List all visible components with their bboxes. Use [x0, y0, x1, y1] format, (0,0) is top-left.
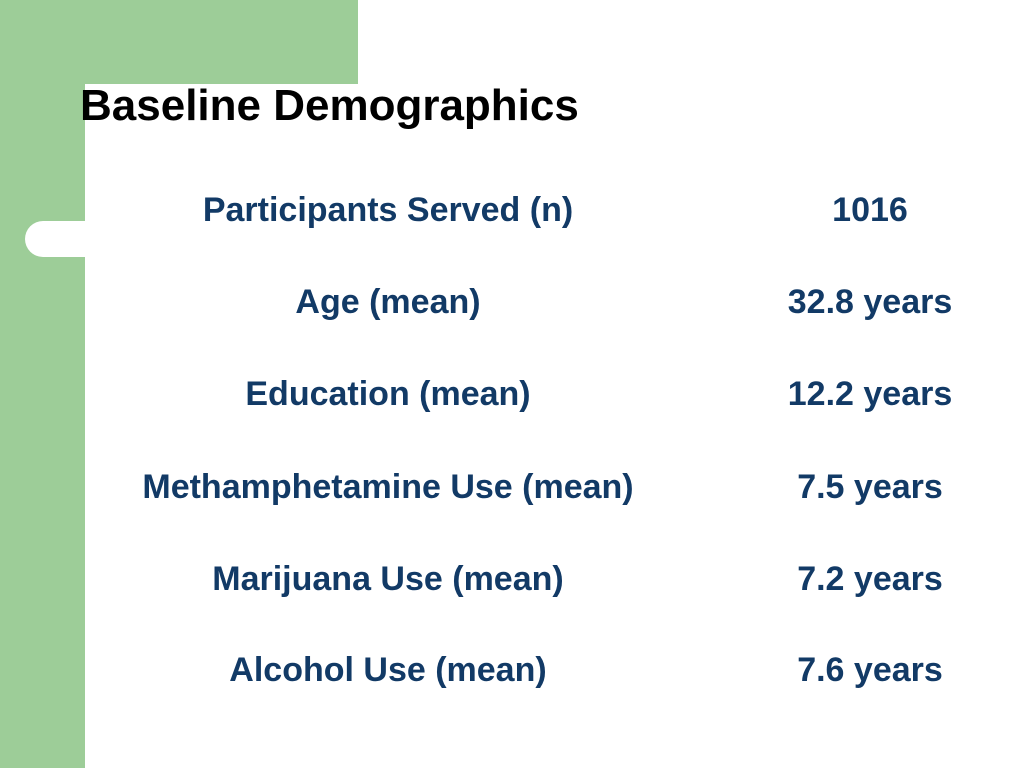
row-value: 7.5 years [797, 468, 943, 506]
row-value: 7.2 years [797, 560, 943, 598]
row-label: Participants Served (n) [202, 191, 574, 229]
slide-title: Baseline Demographics [80, 81, 579, 130]
row-label: Marijuana Use (mean) [212, 560, 564, 598]
table-row: Marijuana Use (mean) 7.2 years [0, 554, 1024, 604]
row-value: 7.6 years [797, 651, 943, 689]
row-label: Alcohol Use (mean) [229, 651, 547, 689]
row-value: 32.8 years [787, 283, 953, 321]
decorative-green-bar [0, 0, 85, 768]
row-label: Methamphetamine Use (mean) [142, 468, 634, 506]
table-row: Methamphetamine Use (mean) 7.5 years [0, 462, 1024, 512]
row-value: 12.2 years [787, 375, 953, 413]
row-label: Age (mean) [295, 283, 481, 321]
row-value: 1016 [832, 191, 908, 229]
row-label: Education (mean) [245, 375, 531, 413]
table-row: Education (mean) 12.2 years [0, 369, 1024, 419]
table-row: Age (mean) 32.8 years [0, 277, 1024, 327]
table-row: Participants Served (n) 1016 [0, 185, 1024, 235]
decorative-white-tab [25, 221, 105, 257]
table-row: Alcohol Use (mean) 7.6 years [0, 645, 1024, 695]
decorative-green-header-block [0, 0, 358, 84]
